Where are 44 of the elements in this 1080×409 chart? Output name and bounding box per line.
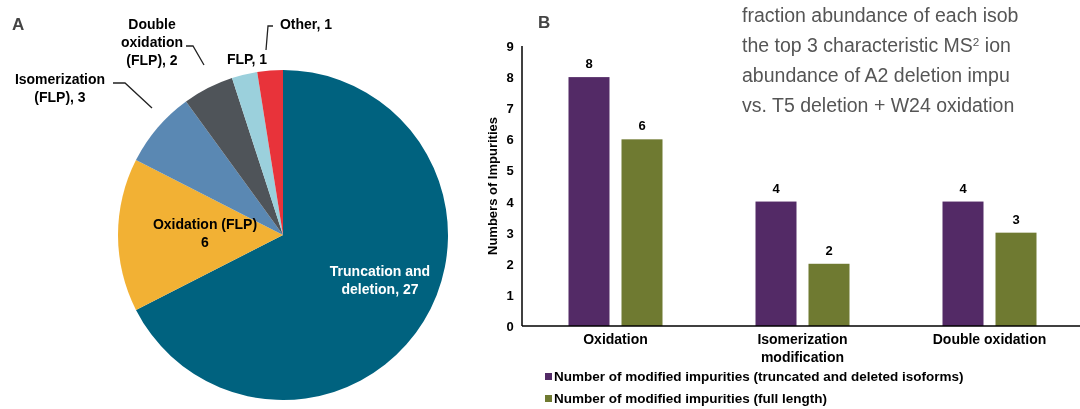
y-tick-label: 5 [506, 163, 514, 179]
pie-slice [135, 101, 283, 235]
slice-label: Oxidation (FLP) 6 [152, 216, 258, 250]
x-tick-label: Double oxidation [932, 331, 1047, 347]
y-tick-label: 1 [506, 287, 514, 303]
chart-title: A [12, 15, 25, 34]
bar [621, 139, 663, 326]
bar [568, 77, 610, 326]
data-label: 2 [825, 242, 833, 258]
data-label: 4 [959, 180, 968, 196]
annotation: vs. T5 deletion + W24 oxidation [742, 94, 1015, 116]
legend-label: Number of modified impurities (full length) [554, 391, 827, 406]
y-tick-label: 4 [506, 194, 515, 210]
y-tick-label: 2 [506, 256, 514, 272]
y-tick-label: 6 [506, 132, 514, 148]
y-tick-label: 9 [506, 39, 514, 54]
y-axis-title: Numbers of Impurities [485, 117, 500, 255]
x-tick-label: Isomerization modification [757, 331, 848, 365]
slice-label: Other, 1 [279, 16, 333, 32]
slice-label: Double oxidation (FLP), 2 [120, 16, 184, 68]
pie-slice [118, 160, 283, 310]
y-tick-label: 7 [506, 101, 514, 117]
slice-label: Truncation and deletion, 27 [329, 263, 431, 297]
data-label: 8 [585, 56, 593, 72]
bar [755, 201, 797, 326]
x-tick-label: Oxidation [583, 331, 648, 347]
annotation: abundance of A2 deletion impu [742, 64, 1010, 86]
data-label: 6 [638, 118, 646, 134]
y-tick-label: 8 [506, 70, 514, 86]
legend-label: Number of modified impurities (truncated and deleted isoforms) [554, 369, 964, 384]
bar [808, 263, 850, 326]
y-tick-label: 3 [506, 225, 514, 241]
pie-slice [135, 70, 448, 400]
slice-label: Isomerization (FLP), 3 [14, 71, 106, 105]
slice-label: FLP, 1 [226, 51, 268, 67]
data-label: 4 [772, 180, 781, 196]
bar [995, 232, 1037, 326]
bar [942, 201, 984, 326]
pie-slice [257, 70, 283, 235]
annotation: the top 3 characteristic MS$^{2}$ ion [742, 34, 1011, 56]
chart-title: B [538, 13, 551, 32]
y-tick-label: 0 [506, 319, 514, 334]
text: fraction abundance of each isob [742, 4, 1019, 26]
data-label: 3 [1012, 211, 1020, 227]
